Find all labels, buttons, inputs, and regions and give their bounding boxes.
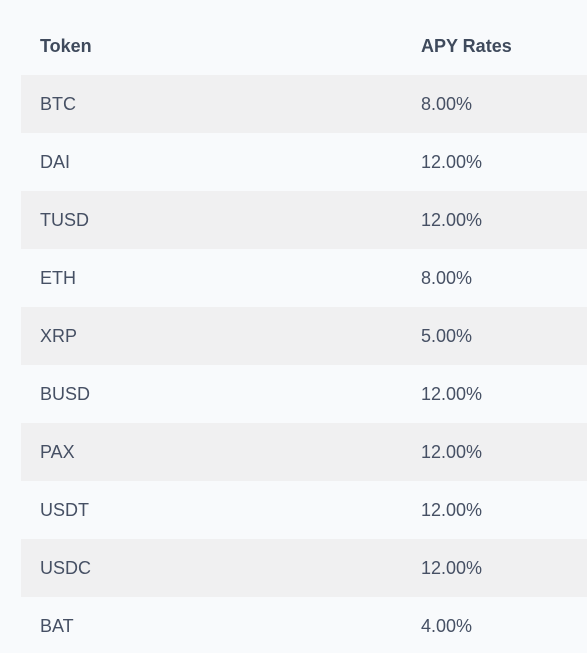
apy-rate-cell: 8.00%	[421, 267, 473, 288]
table-row: BTC 8.00%	[21, 75, 587, 133]
apy-rate-cell: 12.00%	[421, 209, 483, 230]
token-cell: BUSD	[40, 383, 91, 404]
table-row: TUSD 12.00%	[21, 191, 587, 249]
token-cell: BTC	[40, 93, 76, 114]
apy-rate-cell: 12.00%	[421, 499, 483, 520]
apy-rate-cell: 8.00%	[421, 93, 473, 114]
token-cell: USDC	[40, 557, 92, 578]
table-row: ETH 8.00%	[21, 249, 587, 307]
token-cell: USDT	[40, 499, 89, 520]
apy-rate-cell: 12.00%	[421, 383, 483, 404]
token-cell: TUSD	[40, 209, 89, 230]
column-header-token: Token	[40, 35, 92, 56]
table-header-row: Token APY Rates	[21, 17, 587, 75]
token-cell: BAT	[40, 615, 74, 636]
apy-rate-cell: 12.00%	[421, 151, 483, 172]
apy-rates-table: Token APY Rates BTC 8.00% DAI 12.00% TUS…	[21, 17, 587, 653]
table-row: PAX 12.00%	[21, 423, 587, 481]
token-cell: XRP	[40, 325, 78, 346]
token-cell: DAI	[40, 151, 71, 172]
token-cell: ETH	[40, 267, 76, 288]
token-cell: PAX	[40, 441, 75, 462]
apy-rate-cell: 12.00%	[421, 557, 483, 578]
apy-rate-cell: 12.00%	[421, 441, 483, 462]
table-row: USDC 12.00%	[21, 539, 587, 597]
table-row: BUSD 12.00%	[21, 365, 587, 423]
apy-rate-cell: 4.00%	[421, 615, 473, 636]
column-header-apy-rates: APY Rates	[421, 35, 512, 56]
table-row: XRP 5.00%	[21, 307, 587, 365]
table-row: DAI 12.00%	[21, 133, 587, 191]
table-row: BAT 4.00%	[21, 597, 587, 653]
apy-rate-cell: 5.00%	[421, 325, 473, 346]
table-row: USDT 12.00%	[21, 481, 587, 539]
